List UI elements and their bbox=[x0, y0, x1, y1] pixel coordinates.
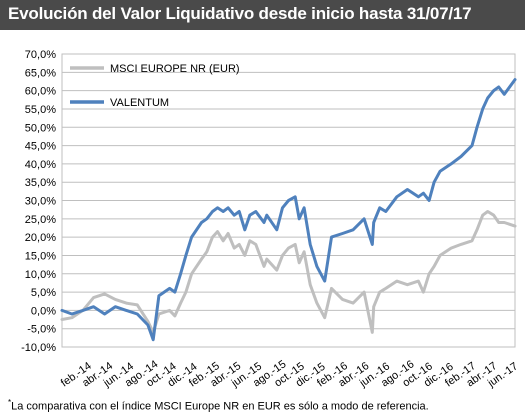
series-lines bbox=[60, 78, 517, 342]
chart-title: Evolución del Valor Liquidativo desde in… bbox=[8, 4, 472, 23]
y-tick-label: 0,0% bbox=[31, 305, 56, 317]
y-tick-label: 50,0% bbox=[25, 122, 56, 134]
y-tick-label: 15,0% bbox=[25, 250, 56, 262]
footnote: *La comparativa con el índice MSCI Europ… bbox=[8, 398, 429, 413]
plot-border bbox=[61, 53, 516, 348]
series-line-msci bbox=[60, 210, 517, 334]
y-tick-label: 65,0% bbox=[25, 67, 56, 79]
y-axis-ticks: -10,0% -5,0% 0,0% 5,0% 10,0% 15,0% 20,0% 25,0% 3… bbox=[21, 49, 56, 354]
legend: MSCI EUROPE NR (EUR) VALENTUM bbox=[70, 63, 240, 109]
y-tick-label: 60,0% bbox=[25, 86, 56, 98]
y-tick-label: 70,0% bbox=[25, 49, 56, 61]
y-tick-label: 55,0% bbox=[25, 104, 56, 116]
footnote-mark: * bbox=[8, 398, 12, 407]
legend-label: VALENTUM bbox=[110, 97, 169, 109]
x-axis-ticks: feb.-14abr.-14jun.-14ago.-14oct.-14dic.-… bbox=[59, 358, 520, 390]
y-tick-label: 20,0% bbox=[25, 232, 56, 244]
y-tick-label: -10,0% bbox=[21, 342, 56, 354]
y-tick-label: -5,0% bbox=[27, 324, 56, 336]
grid-lines bbox=[61, 53, 516, 348]
footnote-text: La comparativa con el índice MSCI Europe… bbox=[11, 400, 429, 413]
y-tick-label: 30,0% bbox=[25, 196, 56, 208]
legend-label: MSCI EUROPE NR (EUR) bbox=[110, 63, 240, 75]
y-tick-label: 25,0% bbox=[25, 214, 56, 226]
y-tick-label: 10,0% bbox=[25, 269, 56, 281]
series-line-valentum bbox=[60, 78, 517, 342]
y-tick-label: 35,0% bbox=[25, 177, 56, 189]
y-tick-label: 40,0% bbox=[25, 159, 56, 171]
line-chart: -10,0% -5,0% 0,0% 5,0% 10,0% 15,0% 20,0% 25,0% 3… bbox=[21, 49, 520, 390]
title-bar: Evolución del Valor Liquidativo desde in… bbox=[0, 0, 525, 30]
y-tick-label: 45,0% bbox=[25, 141, 56, 153]
y-tick-label: 5,0% bbox=[31, 287, 56, 299]
